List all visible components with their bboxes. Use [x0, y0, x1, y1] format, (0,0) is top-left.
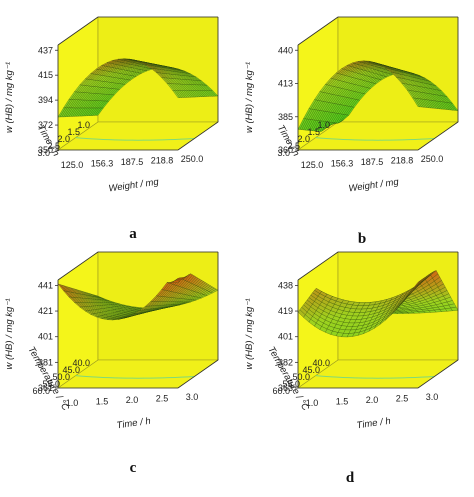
x-axis-label: Weight / mg: [348, 176, 400, 194]
chart-panel-a: 350 372 394 415 437 125.0 156.3 187.5 218.8 250.0…: [4, 16, 219, 242]
z-tick-label: 361: [38, 383, 53, 393]
z-axis-label: w (HB) / mg kg⁻¹: [244, 299, 255, 370]
floor-contour: [75, 137, 195, 141]
top-edge-left: [297, 16, 339, 46]
surface-mesh: [57, 273, 219, 321]
x-tick-label: 1.0: [66, 398, 79, 408]
x-axis-label: Time / h: [356, 416, 391, 432]
top-edge-left: [57, 251, 99, 281]
y-axis-line: [417, 359, 459, 389]
x-tick-label: 218.8: [151, 156, 174, 166]
x-tick-label: 125.0: [301, 160, 324, 170]
y-tick-label: 50.0: [52, 372, 70, 382]
z-tick-label: 401: [38, 332, 53, 342]
x-tick-label: 156.3: [91, 159, 114, 169]
z-tick-label: 381: [38, 357, 53, 367]
z-tick-label: 440: [278, 45, 293, 55]
z-axis-label: w (HB) / mg kg⁻¹: [4, 299, 15, 370]
y-axis-line: [417, 121, 459, 151]
z-axis-label: w (HB) / mg kg⁻¹: [244, 62, 255, 133]
x-tick-label: 250.0: [421, 154, 444, 164]
x-tick-label: 2.0: [366, 395, 379, 405]
x-tick-label: 1.5: [96, 397, 109, 407]
y-tick-label: 2.0: [57, 134, 70, 144]
z-tick-label: 419: [278, 306, 293, 316]
x-tick-label: 156.3: [331, 159, 354, 169]
y-tick-label: 2.5: [47, 141, 60, 151]
x-tick-label: 2.5: [156, 394, 169, 404]
z-tick-label: 382: [278, 357, 293, 367]
x-tick-label: 125.0: [61, 160, 84, 170]
y-tick-label: 45.0: [302, 365, 320, 375]
surface-mesh: [297, 60, 459, 132]
y-tick-label: 60.0: [32, 386, 50, 396]
top-edge-left: [297, 251, 339, 281]
z-tick-label: 413: [278, 79, 293, 89]
y-tick-label: 3.0: [37, 148, 50, 158]
y-tick-label: 55.0: [42, 379, 60, 389]
panel-label: a: [129, 226, 137, 242]
y-tick-label: 40.0: [312, 358, 330, 368]
chart-panel-c: 361 381 401 421 441 1.0 1.5 2.0 2.5 3.0 60.055.050…: [4, 251, 219, 476]
chart-panel-d: 363 382 401 419 438 1.0 1.5 2.0 2.5 3.0 60.055.050…: [244, 251, 459, 486]
z-tick-label: 401: [278, 332, 293, 342]
y-tick-label: 1.5: [307, 127, 320, 137]
x-tick-label: 1.0: [306, 398, 319, 408]
z-tick-label: 421: [38, 306, 53, 316]
y-tick-label: 45.0: [62, 365, 80, 375]
y-tick-label: 60.0: [272, 386, 290, 396]
panel-label: b: [358, 231, 366, 247]
floor-contour: [315, 375, 435, 379]
x-tick-label: 2.5: [396, 394, 409, 404]
x-tick-label: 187.5: [121, 157, 144, 167]
y-tick-label: 50.0: [292, 372, 310, 382]
z-tick-label: 360: [278, 145, 293, 155]
z-tick-label: 441: [38, 280, 53, 290]
x-tick-label: 250.0: [181, 154, 204, 164]
x-axis-label: Time / h: [116, 416, 151, 432]
top-edge-left: [57, 16, 99, 46]
z-tick-label: 415: [38, 70, 53, 80]
y-tick-label: 55.0: [282, 379, 300, 389]
x-tick-label: 218.8: [391, 156, 414, 166]
x-axis-label: Weight / mg: [108, 176, 160, 194]
x-tick-label: 187.5: [361, 157, 384, 167]
z-axis-label: w (HB) / mg kg⁻¹: [4, 62, 15, 133]
surface-patch: [172, 280, 181, 283]
y-tick-label: 40.0: [72, 358, 90, 368]
z-tick-label: 372: [38, 120, 53, 130]
z-tick-label: 385: [278, 112, 293, 122]
surface-patch: [412, 97, 421, 108]
surface-patch: [172, 90, 181, 98]
x-tick-label: 3.0: [186, 392, 199, 402]
y-tick-label: 1.0: [77, 120, 90, 130]
z-tick-label: 437: [38, 45, 53, 55]
floor-contour: [315, 137, 435, 141]
y-tick-label: 1.5: [67, 127, 80, 137]
y-axis-line: [177, 359, 219, 389]
panel-label: d: [346, 470, 355, 486]
z-tick-label: 394: [38, 95, 53, 105]
z-tick-label: 350: [38, 145, 53, 155]
z-tick-label: 363: [278, 383, 293, 393]
surface-mesh: [297, 270, 459, 338]
y-axis-line: [177, 121, 219, 151]
y-tick-label: 2.0: [297, 134, 310, 144]
x-tick-label: 2.0: [126, 395, 139, 405]
y-tick-label: 3.0: [277, 148, 290, 158]
z-tick-label: 438: [278, 280, 293, 290]
panel-label: c: [130, 460, 137, 476]
chart-panel-b: 360 385 413 440 125.0 156.3 187.5 218.8 250.0 3.0…: [244, 16, 459, 247]
surface-mesh: [57, 58, 219, 118]
y-tick-label: 2.5: [287, 141, 300, 151]
x-tick-label: 3.0: [426, 392, 439, 402]
surface-patch: [412, 280, 420, 290]
floor-contour: [75, 375, 195, 379]
x-tick-label: 1.5: [336, 397, 349, 407]
y-tick-label: 1.0: [317, 120, 330, 130]
